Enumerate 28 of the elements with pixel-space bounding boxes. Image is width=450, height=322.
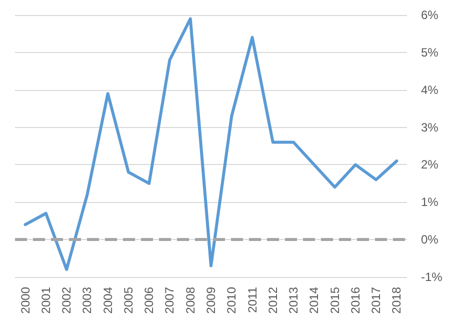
line-series	[24, 17, 398, 272]
x-tick-label: 2014	[307, 286, 322, 314]
x-tick-label: 2001	[38, 286, 53, 314]
x-tick-label: 2000	[18, 286, 32, 314]
y-tick-label: 1%	[421, 195, 439, 210]
y-tick-label: 5%	[421, 45, 439, 60]
y-tick-label: 4%	[421, 82, 439, 97]
x-tick-label: 2004	[100, 286, 115, 314]
x-tick-label: 2015	[328, 286, 342, 314]
x-tick-label: 2017	[369, 286, 384, 314]
y-tick-label: 3%	[421, 120, 439, 134]
y-tick-label: 2%	[421, 158, 439, 172]
x-tick-label: 2011	[245, 286, 260, 313]
x-tick-label: 2008	[183, 286, 198, 314]
x-tick-label: 2006	[142, 286, 156, 314]
y-tick-label: -1%	[421, 270, 443, 284]
x-tick-label: 2005	[121, 286, 136, 314]
x-tick-label: 2016	[348, 286, 362, 314]
y-tick-label: 0%	[421, 232, 439, 247]
x-tick-label: 2009	[204, 286, 218, 314]
y-tick-label: 6%	[421, 8, 439, 22]
x-tick-label: 2003	[80, 286, 94, 314]
x-tick-label: 2012	[266, 286, 280, 314]
x-tick-label: 2013	[286, 286, 301, 314]
x-tick-label: 2002	[60, 286, 74, 314]
x-tick-label: 2018	[390, 286, 404, 314]
x-tick-label: 2007	[162, 286, 177, 314]
x-tick-label: 2010	[224, 286, 239, 314]
